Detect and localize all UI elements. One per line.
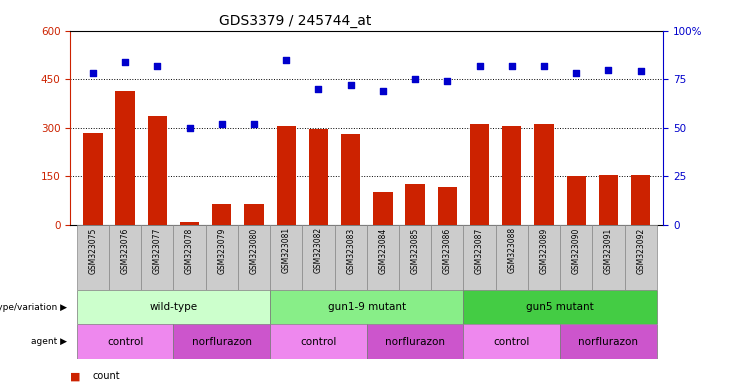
Title: GDS3379 / 245744_at: GDS3379 / 245744_at — [219, 14, 372, 28]
Bar — [341, 134, 360, 225]
Bar — [367, 324, 463, 359]
Bar — [399, 225, 431, 290]
Bar — [534, 124, 554, 225]
Text: control: control — [300, 337, 336, 347]
Bar — [276, 126, 296, 225]
Text: GSM323083: GSM323083 — [346, 227, 355, 273]
Bar — [238, 225, 270, 290]
Text: GSM323089: GSM323089 — [539, 227, 548, 273]
Bar — [147, 116, 167, 225]
Text: GSM323086: GSM323086 — [443, 227, 452, 273]
Text: GSM323092: GSM323092 — [636, 227, 645, 273]
Bar — [173, 324, 270, 359]
Text: GSM323077: GSM323077 — [153, 227, 162, 274]
Text: GSM323088: GSM323088 — [508, 227, 516, 273]
Point — [442, 78, 453, 84]
Bar — [83, 132, 102, 225]
Bar — [560, 225, 592, 290]
Bar — [77, 225, 109, 290]
Point — [151, 63, 163, 69]
Bar — [431, 225, 463, 290]
Text: count: count — [93, 371, 120, 381]
Bar — [405, 184, 425, 225]
Text: ■: ■ — [70, 371, 81, 381]
Bar — [502, 126, 522, 225]
Bar — [367, 225, 399, 290]
Bar — [631, 175, 651, 225]
Bar — [309, 129, 328, 225]
Text: norflurazon: norflurazon — [192, 337, 252, 347]
Bar — [463, 225, 496, 290]
Bar — [496, 225, 528, 290]
Text: agent ▶: agent ▶ — [30, 337, 67, 346]
Bar — [438, 187, 457, 225]
Bar — [463, 324, 560, 359]
Point — [87, 70, 99, 76]
Bar — [180, 222, 199, 225]
Point — [248, 121, 260, 127]
Bar — [463, 290, 657, 324]
Bar — [270, 225, 302, 290]
Bar — [212, 204, 231, 225]
Point — [602, 66, 614, 73]
Point — [119, 59, 131, 65]
Text: wild-type: wild-type — [150, 302, 198, 312]
Bar — [173, 225, 206, 290]
Point — [506, 63, 518, 69]
Point — [473, 63, 485, 69]
Bar — [206, 225, 238, 290]
Text: GSM323076: GSM323076 — [121, 227, 130, 274]
Text: gun1-9 mutant: gun1-9 mutant — [328, 302, 406, 312]
Point — [280, 57, 292, 63]
Bar — [373, 192, 393, 225]
Bar — [77, 324, 173, 359]
Text: GSM323084: GSM323084 — [379, 227, 388, 273]
Text: GSM323079: GSM323079 — [217, 227, 226, 274]
Point — [377, 88, 389, 94]
Text: GSM323078: GSM323078 — [185, 227, 194, 273]
Point — [635, 68, 647, 74]
Bar — [77, 290, 270, 324]
Point — [409, 76, 421, 82]
Bar — [245, 204, 264, 225]
Point — [345, 82, 356, 88]
Bar — [142, 225, 173, 290]
Bar — [335, 225, 367, 290]
Bar — [470, 124, 489, 225]
Text: GSM323080: GSM323080 — [250, 227, 259, 273]
Bar — [270, 324, 367, 359]
Bar — [528, 225, 560, 290]
Point — [313, 86, 325, 92]
Bar — [302, 225, 335, 290]
Bar — [109, 225, 142, 290]
Point — [571, 70, 582, 76]
Point — [216, 121, 227, 127]
Point — [184, 124, 196, 131]
Text: norflurazon: norflurazon — [385, 337, 445, 347]
Bar — [270, 290, 463, 324]
Text: GSM323091: GSM323091 — [604, 227, 613, 273]
Bar — [560, 324, 657, 359]
Text: genotype/variation ▶: genotype/variation ▶ — [0, 303, 67, 312]
Bar — [599, 175, 618, 225]
Text: control: control — [107, 337, 143, 347]
Text: norflurazon: norflurazon — [579, 337, 639, 347]
Text: GSM323085: GSM323085 — [411, 227, 419, 273]
Text: GSM323082: GSM323082 — [314, 227, 323, 273]
Bar — [625, 225, 657, 290]
Bar — [592, 225, 625, 290]
Bar — [567, 176, 586, 225]
Bar — [116, 91, 135, 225]
Text: gun5 mutant: gun5 mutant — [526, 302, 594, 312]
Text: GSM323081: GSM323081 — [282, 227, 290, 273]
Text: GSM323090: GSM323090 — [572, 227, 581, 274]
Text: GSM323087: GSM323087 — [475, 227, 484, 273]
Point — [538, 63, 550, 69]
Text: GSM323075: GSM323075 — [88, 227, 98, 274]
Text: control: control — [494, 337, 530, 347]
